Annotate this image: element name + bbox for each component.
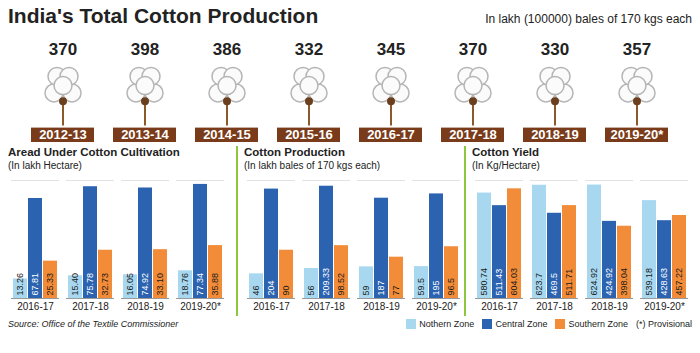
svg-text:2018-19: 2018-19 xyxy=(363,301,400,312)
svg-text:2017-18: 2017-18 xyxy=(449,127,497,142)
svg-text:33.10: 33.10 xyxy=(155,273,165,296)
html-text:(In Kg/Hectare): (In Kg/Hectare) xyxy=(472,160,540,171)
svg-text:2015-16: 2015-16 xyxy=(285,127,333,142)
html-text:(In lakh Hectare): (In lakh Hectare) xyxy=(8,160,82,171)
svg-text:195: 195 xyxy=(431,280,441,295)
svg-text:370: 370 xyxy=(459,40,487,59)
html-text:Southern Zone: Southern Zone xyxy=(568,319,628,329)
svg-text:2017-18: 2017-18 xyxy=(308,301,345,312)
svg-text:2016-17: 2016-17 xyxy=(253,301,290,312)
svg-text:2013-14: 2013-14 xyxy=(121,127,169,142)
html-text:Cotton Production: Cotton Production xyxy=(244,146,345,158)
svg-text:386: 386 xyxy=(213,40,241,59)
svg-text:424.92: 424.92 xyxy=(604,268,614,296)
svg-text:35.88: 35.88 xyxy=(210,273,220,296)
svg-text:46: 46 xyxy=(251,285,261,295)
html-text:Nothern Zone: Nothern Zone xyxy=(419,319,475,329)
svg-text:67.81: 67.81 xyxy=(30,273,40,296)
html-text:Source: Office of the Textile: Source: Office of the Textile Commission… xyxy=(8,319,179,329)
svg-text:457.22: 457.22 xyxy=(674,268,684,296)
svg-text:2014-15: 2014-15 xyxy=(203,127,251,142)
html-text:India's Total Cotton Productio: India's Total Cotton Production xyxy=(8,4,319,27)
svg-text:59: 59 xyxy=(361,285,371,295)
svg-text:469.5: 469.5 xyxy=(549,273,559,296)
svg-text:2016-17: 2016-17 xyxy=(367,127,415,142)
html-text:(*) Provisional: (*) Provisional xyxy=(636,319,692,329)
svg-text:511.71: 511.71 xyxy=(564,269,574,296)
svg-text:32.73: 32.73 xyxy=(100,273,110,296)
html-text:In lakh (100000) bales of 170: In lakh (100000) bales of 170 kgs each xyxy=(485,12,692,26)
svg-text:345: 345 xyxy=(377,40,405,59)
svg-text:204: 204 xyxy=(266,280,276,295)
svg-text:96.5: 96.5 xyxy=(446,278,456,296)
svg-text:77: 77 xyxy=(391,285,401,295)
svg-text:2019-20*: 2019-20* xyxy=(644,301,685,312)
html-text:(In lakh bales of 170 kgs each: (In lakh bales of 170 kgs each) xyxy=(244,160,381,171)
svg-text:2018-19: 2018-19 xyxy=(127,301,164,312)
svg-text:604.03: 604.03 xyxy=(509,268,519,296)
svg-text:332: 332 xyxy=(295,40,323,59)
svg-text:624.92: 624.92 xyxy=(589,268,599,296)
svg-text:56: 56 xyxy=(306,285,316,295)
svg-text:357: 357 xyxy=(623,40,651,59)
html-text:Cotton Yield: Cotton Yield xyxy=(472,146,540,158)
svg-text:370: 370 xyxy=(49,40,77,59)
svg-text:539.18: 539.18 xyxy=(644,268,654,296)
svg-text:398: 398 xyxy=(131,40,159,59)
svg-text:15.40: 15.40 xyxy=(70,273,80,296)
svg-text:511.43: 511.43 xyxy=(494,269,504,296)
svg-text:75.78: 75.78 xyxy=(85,273,95,296)
svg-text:398.04: 398.04 xyxy=(619,268,629,296)
svg-text:2019-20*: 2019-20* xyxy=(611,127,665,142)
html-text:Central Zone: Central Zone xyxy=(495,319,548,329)
svg-text:580.74: 580.74 xyxy=(479,268,489,296)
svg-text:2017-18: 2017-18 xyxy=(536,301,573,312)
svg-text:187: 187 xyxy=(376,280,386,295)
svg-text:98.52: 98.52 xyxy=(336,273,346,296)
svg-text:623.7: 623.7 xyxy=(534,273,544,296)
svg-text:2016-17: 2016-17 xyxy=(481,301,518,312)
svg-text:2017-18: 2017-18 xyxy=(72,301,109,312)
svg-text:2019-20*: 2019-20* xyxy=(416,301,457,312)
svg-text:330: 330 xyxy=(541,40,569,59)
svg-text:428.63: 428.63 xyxy=(659,268,669,296)
svg-text:13.26: 13.26 xyxy=(15,273,25,296)
svg-text:25.33: 25.33 xyxy=(45,273,55,296)
svg-text:74.92: 74.92 xyxy=(140,273,150,296)
svg-text:2018-19: 2018-19 xyxy=(531,127,579,142)
svg-text:77.34: 77.34 xyxy=(195,273,205,296)
svg-text:2016-17: 2016-17 xyxy=(17,301,54,312)
svg-text:59.5: 59.5 xyxy=(416,278,426,296)
svg-text:18.76: 18.76 xyxy=(180,273,190,296)
svg-text:2019-20*: 2019-20* xyxy=(180,301,221,312)
html-text:Aread Under Cotton Cultivation: Aread Under Cotton Cultivation xyxy=(8,146,180,158)
svg-text:2012-13: 2012-13 xyxy=(39,127,87,142)
svg-text:209.33: 209.33 xyxy=(321,268,331,296)
svg-text:16.05: 16.05 xyxy=(125,273,135,296)
svg-text:2018-19: 2018-19 xyxy=(591,301,628,312)
svg-text:90: 90 xyxy=(281,285,291,295)
